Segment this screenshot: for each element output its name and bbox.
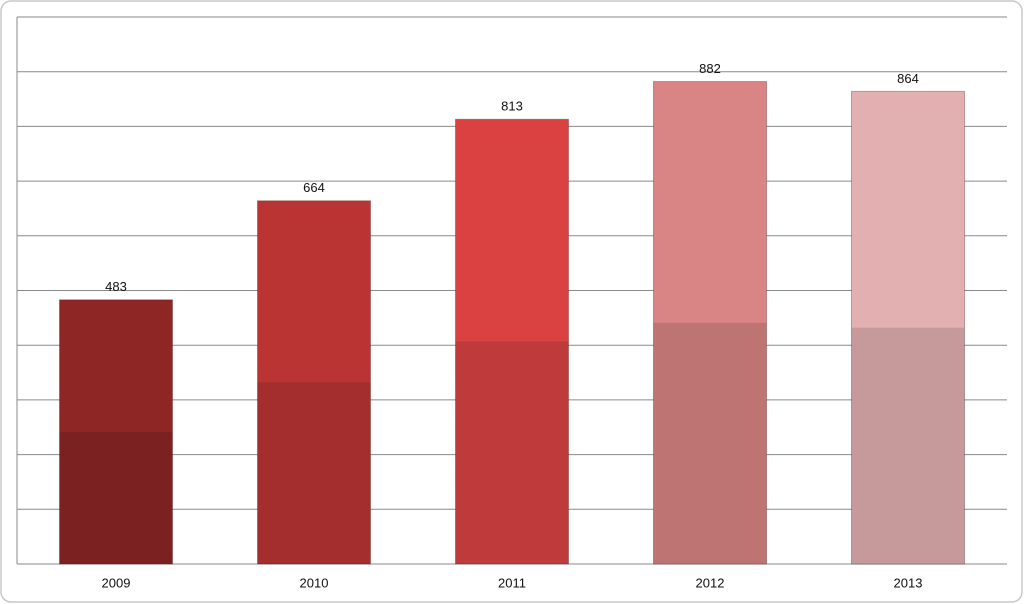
value-label: 664	[303, 180, 325, 195]
bar-shade	[851, 327, 965, 564]
bar	[257, 200, 371, 565]
value-label: 864	[897, 71, 919, 86]
x-tick-label: 2012	[696, 575, 725, 590]
bar-shade	[59, 431, 173, 564]
bar-shade	[455, 341, 569, 564]
x-tick-label: 2011	[498, 575, 526, 590]
x-tick-label: 2009	[102, 575, 131, 590]
bar	[653, 81, 767, 565]
x-tick-label: 2013	[894, 575, 923, 590]
bar	[455, 118, 569, 565]
bar	[59, 299, 173, 565]
value-label: 483	[105, 279, 127, 294]
bar-shade	[653, 322, 767, 564]
value-label: 882	[699, 61, 721, 76]
value-label: 813	[501, 99, 523, 114]
x-tick-label: 2010	[300, 575, 329, 590]
bar-shade	[257, 382, 371, 564]
bar	[851, 90, 965, 565]
